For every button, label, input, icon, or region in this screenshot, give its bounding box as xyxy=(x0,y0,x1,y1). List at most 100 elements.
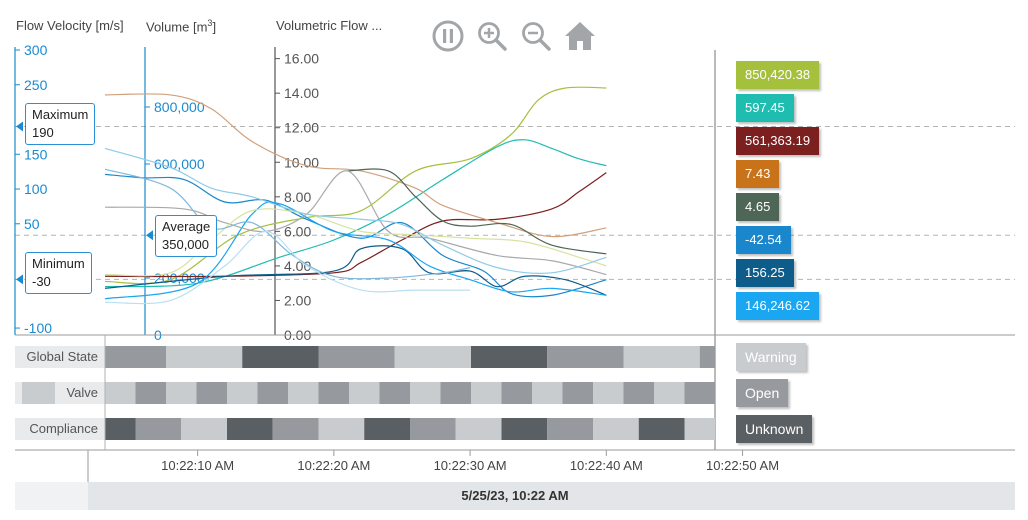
state-segment[interactable] xyxy=(105,382,136,404)
chart-axes: 30025015010050-100800,000600,000200,0000… xyxy=(14,42,1015,450)
state-segment[interactable] xyxy=(135,382,167,404)
state-segment[interactable] xyxy=(288,382,319,404)
state-segment[interactable] xyxy=(410,418,456,440)
state-segment[interactable] xyxy=(455,418,502,440)
series-line-12[interactable] xyxy=(104,230,471,305)
pause-icon[interactable] xyxy=(430,18,466,54)
guide-marker-max xyxy=(16,121,23,132)
state-segment[interactable] xyxy=(22,382,55,404)
flow-tick-label: 10.00 xyxy=(284,154,319,170)
state-segment[interactable] xyxy=(654,382,685,404)
zoom-out-icon[interactable] xyxy=(518,18,554,54)
current-value-tag: -42.54 xyxy=(736,226,791,254)
state-segment[interactable] xyxy=(196,382,228,404)
state-segment[interactable] xyxy=(318,346,395,368)
state-segment[interactable] xyxy=(257,382,289,404)
state-segment[interactable] xyxy=(105,418,136,440)
state-row-stub xyxy=(15,346,105,368)
home-icon[interactable] xyxy=(562,18,598,54)
series-line-1[interactable] xyxy=(104,139,607,288)
state-segment[interactable] xyxy=(623,382,655,404)
volume-tick-label: 600,000 xyxy=(154,156,205,172)
current-value-tag: 4.65 xyxy=(736,193,780,221)
flow-tick-label: 14.00 xyxy=(284,85,319,101)
state-tag-global-state: Warning xyxy=(736,343,806,371)
state-segment[interactable] xyxy=(471,346,548,368)
state-segment[interactable] xyxy=(379,382,411,404)
guide-marker-min xyxy=(16,274,23,285)
state-segment[interactable] xyxy=(501,382,533,404)
time-tick-label: 10:22:20 AM xyxy=(297,458,371,473)
guide-marker-avg xyxy=(146,230,153,241)
minimum-callout-value: -30 xyxy=(32,274,51,289)
current-value-tag: 156.25 xyxy=(736,259,794,287)
state-segment[interactable] xyxy=(471,382,502,404)
state-segment[interactable] xyxy=(593,382,624,404)
state-segment[interactable] xyxy=(227,418,273,440)
series-line-7[interactable] xyxy=(104,201,607,300)
series-line-4[interactable] xyxy=(347,168,607,255)
chart-series xyxy=(104,86,607,305)
state-segment[interactable] xyxy=(166,382,197,404)
time-tick-label: 10:22:30 AM xyxy=(433,458,507,473)
state-segment[interactable] xyxy=(242,346,319,368)
state-segment[interactable] xyxy=(562,382,594,404)
state-segment[interactable] xyxy=(105,346,166,368)
time-tick-label: 10:22:50 AM xyxy=(706,458,780,473)
row-label-valve: Valve xyxy=(66,385,98,400)
state-segment[interactable] xyxy=(532,382,563,404)
state-segment[interactable] xyxy=(547,346,624,368)
velocity-axis-title: Flow Velocity [m/s] xyxy=(16,18,124,33)
date-label: 5/25/23, 10:22 AM xyxy=(461,488,569,503)
zoom-in-icon[interactable] xyxy=(474,18,510,54)
state-segment[interactable] xyxy=(638,418,685,440)
state-segment[interactable] xyxy=(394,346,471,368)
velocity-tick-label: 50 xyxy=(24,216,40,232)
flow-tick-label: 16.00 xyxy=(284,51,319,67)
series-line-6[interactable] xyxy=(104,245,607,296)
state-segment[interactable] xyxy=(684,382,716,404)
state-segment[interactable] xyxy=(410,382,441,404)
minimum-callout: Minimum -30 xyxy=(25,252,92,294)
state-segment[interactable] xyxy=(501,418,548,440)
state-segment[interactable] xyxy=(623,346,700,368)
series-line-3[interactable] xyxy=(104,93,607,238)
state-segment[interactable] xyxy=(318,382,350,404)
series-line-10[interactable] xyxy=(104,147,607,274)
date-bar-left-pane xyxy=(15,482,88,510)
state-segment[interactable] xyxy=(699,346,715,368)
flow-tick-label: 2.00 xyxy=(284,292,311,308)
velocity-tick-label: 150 xyxy=(24,146,48,162)
state-timeline xyxy=(15,346,715,440)
flow-tick-label: 12.00 xyxy=(284,120,319,136)
state-segment[interactable] xyxy=(364,418,410,440)
state-segment[interactable] xyxy=(684,418,716,440)
state-segment[interactable] xyxy=(135,418,182,440)
maximum-callout: Maximum 190 xyxy=(25,103,96,145)
state-segment[interactable] xyxy=(349,382,380,404)
state-segment[interactable] xyxy=(593,418,639,440)
current-value-tag: 561,363.19 xyxy=(736,127,820,155)
volume-axis-title-sup: 3 xyxy=(207,18,213,28)
state-segment[interactable] xyxy=(166,346,243,368)
state-segment[interactable] xyxy=(227,382,258,404)
volume-axis-title-text: Volume [m xyxy=(146,19,208,35)
state-segment[interactable] xyxy=(181,418,227,440)
state-segment[interactable] xyxy=(547,418,593,440)
state-segment[interactable] xyxy=(272,418,319,440)
series-line-11[interactable] xyxy=(104,168,471,280)
row-label-compliance: Compliance xyxy=(29,421,98,436)
state-segment[interactable] xyxy=(440,382,472,404)
average-callout-value: 350,000 xyxy=(162,237,209,252)
row-label-global-state: Global State xyxy=(26,349,98,364)
average-callout-label: Average xyxy=(162,219,211,234)
chart-toolbar xyxy=(430,18,598,54)
state-segment[interactable] xyxy=(318,418,365,440)
volume-axis-title: Volume [m3] xyxy=(146,18,216,34)
flow-tick-label: 8.00 xyxy=(284,189,311,205)
date-scroll-bar[interactable]: 5/25/23, 10:22 AM xyxy=(15,482,1015,510)
series-line-5[interactable] xyxy=(104,173,607,298)
minimum-callout-label: Minimum xyxy=(32,256,85,271)
